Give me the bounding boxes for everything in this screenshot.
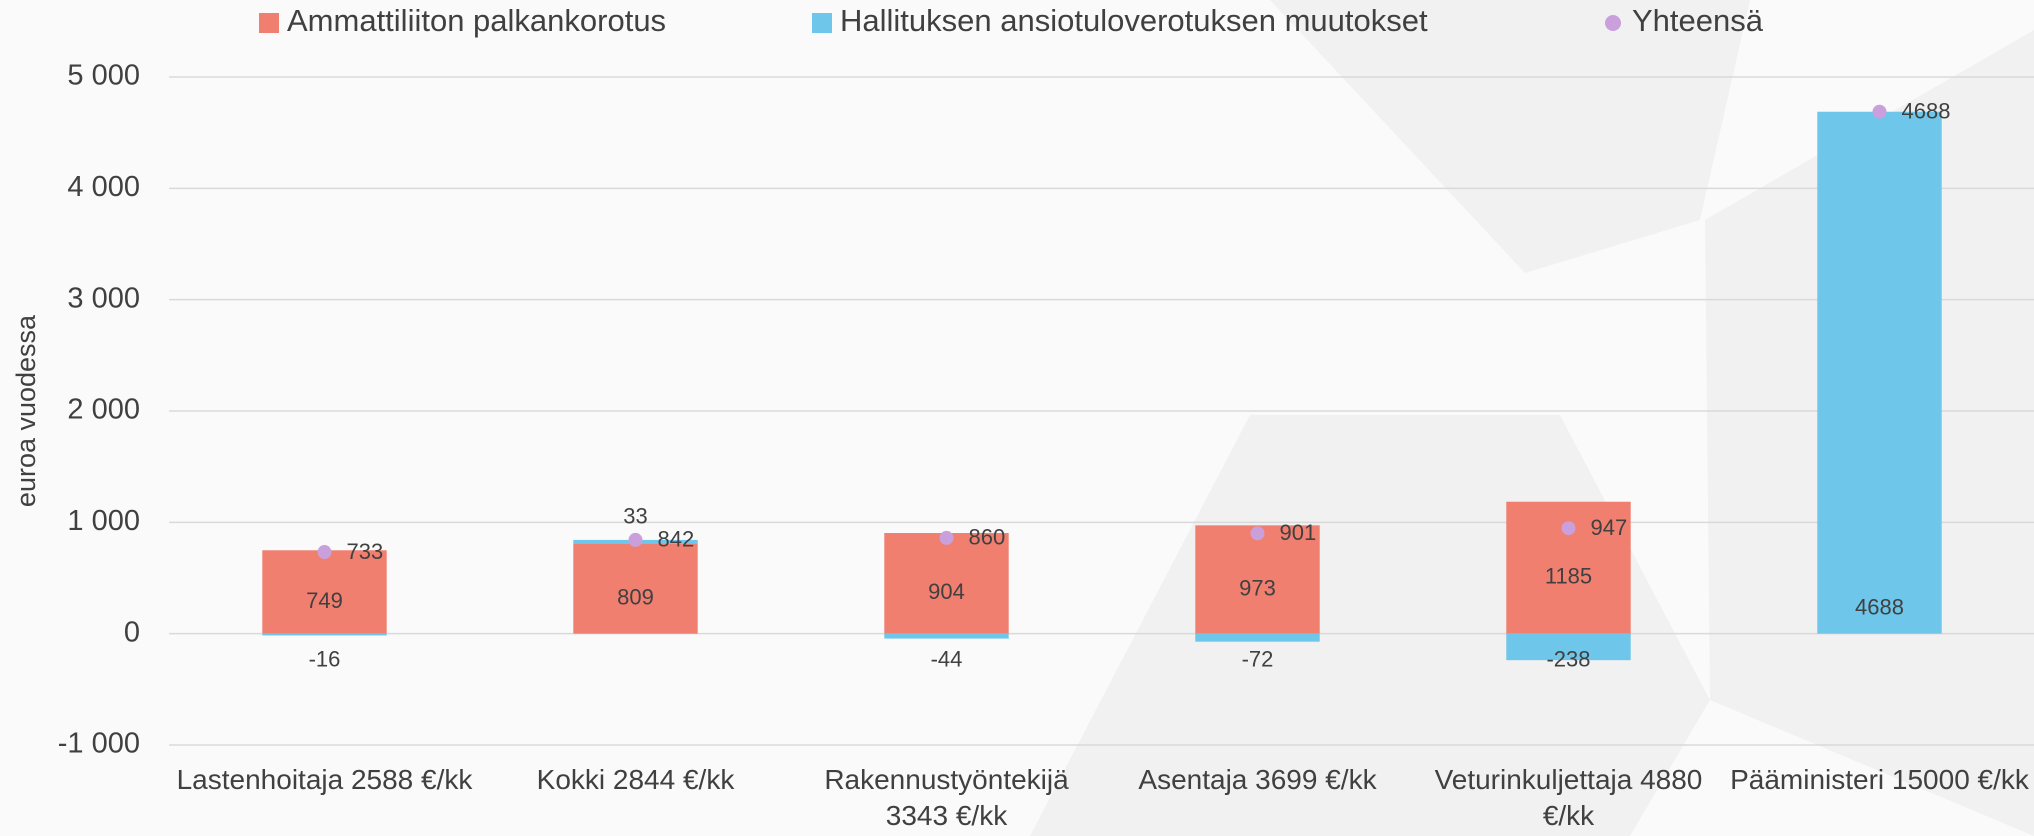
x-tick-label: Rakennustyöntekijä 3343 €/kk xyxy=(824,764,1069,831)
legend-label: Hallituksen ansiotuloverotuksen muutokse… xyxy=(840,3,1428,38)
bar-segment xyxy=(1195,633,1320,642)
data-label: 4688 xyxy=(1902,99,1951,124)
x-tick-label: Lastenhoitaja 2588 €/kk xyxy=(176,764,473,795)
legend-marker xyxy=(812,13,832,33)
y-tick-label: -1 000 xyxy=(58,728,140,760)
total-dot xyxy=(1561,521,1576,536)
data-label: 973 xyxy=(1239,575,1276,600)
data-label: 860 xyxy=(969,525,1006,550)
y-axis-label: euroa vuodessa xyxy=(11,314,41,507)
legend-marker xyxy=(259,13,279,33)
x-tick-label: Pääministeri 15000 €/kk xyxy=(1730,764,2029,795)
data-label: 901 xyxy=(1280,520,1317,545)
total-dot xyxy=(628,532,643,547)
bar-segment xyxy=(262,633,387,636)
legend-label: Ammattiliiton palkankorotus xyxy=(287,3,666,38)
data-label: 733 xyxy=(347,539,384,564)
y-tick-label: 2 000 xyxy=(67,394,140,426)
bar-segment xyxy=(262,550,387,634)
background-shape xyxy=(1270,0,1750,273)
total-dot xyxy=(939,530,954,545)
bar-segment xyxy=(1506,633,1631,661)
y-tick-label: 4 000 xyxy=(67,171,140,203)
x-tick-label: Asentaja 3699 €/kk xyxy=(1138,764,1377,795)
bar-segment xyxy=(884,633,1009,639)
y-tick-label: 1 000 xyxy=(67,505,140,537)
data-label: 749 xyxy=(306,588,343,613)
data-label: 33 xyxy=(623,504,647,529)
data-label: 1185 xyxy=(1545,564,1592,589)
legend-label: Yhteensä xyxy=(1632,3,1764,38)
data-label: -238 xyxy=(1546,646,1590,671)
bar-segment xyxy=(1817,111,1942,634)
data-label: 947 xyxy=(1591,515,1628,540)
data-label: -44 xyxy=(931,646,963,671)
y-tick-label: 5 000 xyxy=(67,60,140,92)
bar-segment xyxy=(884,533,1009,634)
legend-marker xyxy=(1605,15,1621,31)
total-dot xyxy=(317,545,332,560)
y-tick-label: 0 xyxy=(124,616,140,648)
data-label: -16 xyxy=(309,646,341,671)
data-label: 809 xyxy=(617,584,654,609)
x-tick-label: Veturinkuljettaja 4880 €/kk xyxy=(1434,764,1703,831)
x-tick-label: Kokki 2844 €/kk xyxy=(536,764,735,795)
total-dot xyxy=(1872,104,1887,119)
bar-segment xyxy=(1195,525,1320,634)
y-tick-label: 3 000 xyxy=(67,282,140,314)
total-dot xyxy=(1250,526,1265,541)
bar-segment xyxy=(573,543,698,634)
data-label: 842 xyxy=(658,527,695,552)
data-label: 904 xyxy=(928,579,965,604)
data-label: -72 xyxy=(1242,646,1274,671)
data-label: 4688 xyxy=(1855,594,1904,619)
